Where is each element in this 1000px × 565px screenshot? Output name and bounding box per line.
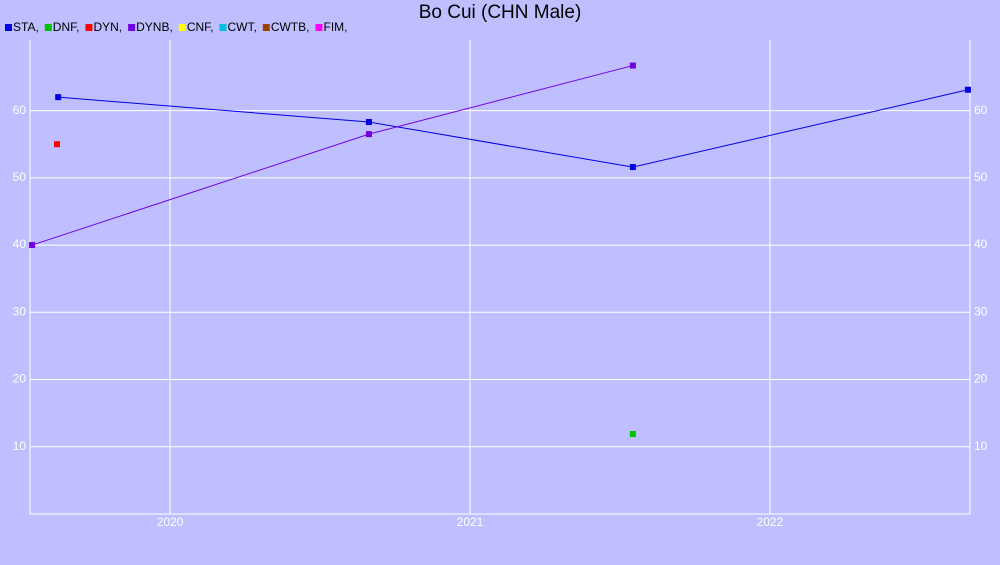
y-tick-label: 30 <box>13 304 27 318</box>
data-point <box>365 119 372 126</box>
x-tick-label: 2021 <box>457 515 484 529</box>
data-point <box>629 164 636 171</box>
legend-swatch <box>262 24 270 31</box>
y2-tick-label: 10 <box>974 439 988 453</box>
y-tick-label: 10 <box>13 439 27 453</box>
legend-swatch <box>219 24 227 31</box>
y-tick-label: 20 <box>13 372 27 386</box>
x-tick-label: 2020 <box>157 515 184 529</box>
legend-label: DYNB, <box>136 20 173 34</box>
chart-title: Bo Cui (CHN Male) <box>419 2 582 23</box>
legend-swatch <box>178 24 186 31</box>
y-tick-label: 60 <box>13 103 27 117</box>
y2-tick-label: 30 <box>974 304 988 318</box>
legend-label: FIM, <box>323 20 347 34</box>
series-line <box>58 89 969 168</box>
data-point <box>365 131 372 138</box>
legend-swatch <box>85 24 93 31</box>
data-point <box>55 94 62 101</box>
data-point <box>964 86 971 93</box>
x-tick-label: 2022 <box>757 515 784 529</box>
y2-tick-label: 50 <box>974 170 988 184</box>
data-point <box>29 242 36 249</box>
y2-tick-label: 40 <box>974 237 988 251</box>
legend-swatch <box>44 24 52 31</box>
legend-label: CNF, <box>187 20 214 34</box>
data-point <box>53 141 60 148</box>
y2-tick-label: 20 <box>974 372 988 386</box>
y-tick-label: 50 <box>13 170 27 184</box>
y-tick-label: 40 <box>13 237 27 251</box>
legend-label: CWT, <box>227 20 256 34</box>
data-point <box>629 430 636 437</box>
legend-label: DNF, <box>53 20 80 34</box>
legend-label: CWTB, <box>271 20 310 34</box>
data-point <box>629 62 636 69</box>
legend-label: STA, <box>13 20 39 34</box>
legend-label: DYN, <box>93 20 122 34</box>
legend-swatch <box>128 24 136 31</box>
y2-tick-label: 60 <box>974 103 988 117</box>
legend-swatch <box>5 24 12 31</box>
legend-swatch <box>315 24 323 31</box>
